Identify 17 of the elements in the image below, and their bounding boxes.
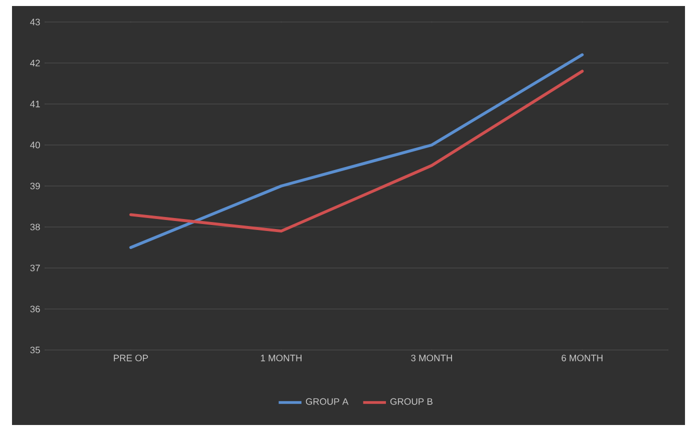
y-tick-label: 35 — [30, 346, 40, 354]
x-tick-label: 6 MONTH — [562, 354, 602, 362]
y-tick-label: 39 — [30, 182, 40, 190]
legend-label: GROUP A — [306, 398, 348, 405]
line-series — [129, 53, 584, 249]
legend-label: GROUP B — [390, 398, 432, 405]
y-tick-label: 36 — [30, 306, 40, 312]
x-tick-label: 3 MONTH — [411, 354, 452, 362]
y-tick-label: 38 — [30, 224, 40, 230]
y-tick-label: 42 — [30, 60, 40, 66]
x-tick-label: 1 MONTH — [260, 354, 302, 362]
y-tick-label: 43 — [30, 18, 40, 26]
x-tick-label: PRE OP — [114, 354, 148, 362]
y-tick-label: 37 — [30, 264, 40, 272]
line-series — [129, 70, 584, 233]
y-tick-label: 41 — [30, 100, 40, 108]
y-tick-label: 40 — [30, 142, 40, 148]
